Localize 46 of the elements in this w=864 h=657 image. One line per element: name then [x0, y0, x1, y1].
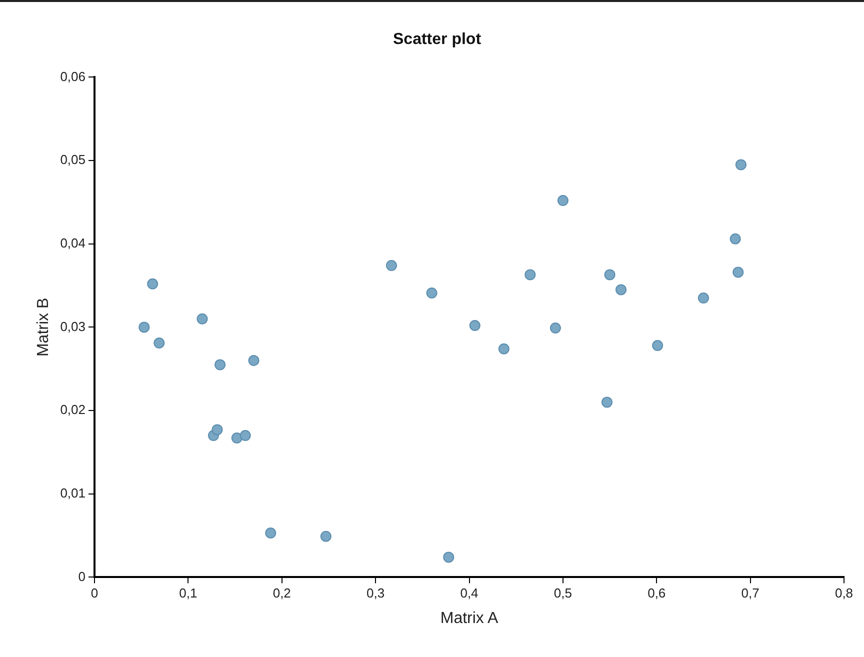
point: [248, 355, 260, 366]
x-tick-label: 0,7: [741, 586, 760, 601]
point: [698, 292, 709, 304]
point: [138, 322, 150, 333]
point: [557, 195, 568, 206]
x-tick-label: 0,6: [648, 586, 666, 601]
x-tick-label: 0,8: [834, 586, 854, 601]
y-tick-label: 0,01: [60, 485, 86, 500]
x-tick-label: 0: [90, 586, 98, 601]
point: [616, 284, 627, 296]
point: [735, 159, 746, 170]
point: [732, 266, 744, 278]
y-axis-title: Matrix B: [35, 298, 52, 357]
point: [386, 260, 397, 272]
x-tick-label: 0,5: [554, 586, 572, 601]
y-tick-label: 0,05: [60, 152, 86, 168]
x-tick-label: 0,3: [366, 586, 385, 601]
y-tick-label: 0,06: [60, 68, 86, 84]
point: [652, 340, 664, 352]
point: [214, 359, 226, 370]
point: [147, 278, 158, 290]
point: [601, 396, 612, 408]
x-axis-title: Matrix A: [440, 610, 498, 627]
point: [730, 233, 741, 244]
x-tick-label: 0,4: [460, 586, 478, 601]
point: [426, 288, 438, 299]
point: [320, 530, 332, 542]
point: [498, 343, 510, 354]
point: [196, 313, 208, 324]
y-tick-label: 0,03: [60, 318, 86, 334]
point: [604, 269, 616, 280]
point: [469, 320, 480, 332]
y-tick-label: 0,04: [60, 235, 86, 250]
point: [550, 322, 561, 334]
point: [212, 424, 223, 436]
point: [524, 269, 536, 280]
x-tick-label: 0,1: [179, 586, 198, 601]
x-tick-label: 0,2: [272, 586, 291, 601]
chart-title: Scatter plot: [392, 31, 482, 48]
y-tick-label: 0: [78, 568, 86, 584]
y-tick-label: 0,02: [60, 402, 86, 418]
point: [443, 552, 454, 563]
point: [231, 432, 242, 444]
point: [240, 430, 251, 442]
point: [265, 528, 276, 539]
point: [154, 338, 165, 349]
